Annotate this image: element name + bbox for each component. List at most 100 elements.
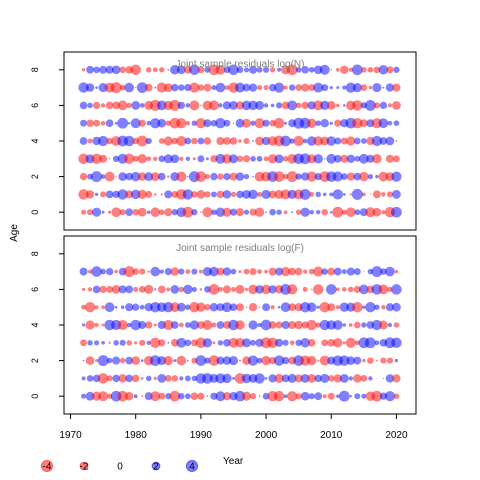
residual-bubble (371, 135, 383, 147)
residual-bubble (374, 340, 380, 346)
residual-bubble (235, 320, 245, 330)
residual-bubble (235, 172, 245, 181)
residual-bubble (185, 156, 191, 162)
residual-bubble (229, 303, 238, 312)
residual-bubble (170, 321, 179, 329)
residual-bubble (291, 211, 294, 214)
residual-bubble (125, 303, 134, 312)
residual-bubble (157, 172, 166, 181)
residual-bubble (393, 66, 400, 73)
residual-bubble (248, 189, 258, 200)
residual-bubble (365, 301, 376, 313)
residual-bubble (125, 356, 134, 365)
residual-bubble (126, 102, 132, 109)
residual-bubble (327, 375, 335, 382)
residual-bubble (99, 154, 108, 163)
residual-bubble (144, 284, 154, 295)
residual-bubble (242, 118, 251, 128)
panel-log-f: Joint sample residuals log(F) 0 2 4 6 8 1970… (30, 235, 417, 441)
residual-bubble (195, 355, 207, 366)
residual-bubble (138, 119, 146, 127)
residual-bubble (392, 101, 401, 110)
residual-bubble (137, 207, 147, 217)
residual-bubble (153, 156, 158, 161)
residual-bubble (99, 285, 107, 294)
residual-bubble (215, 82, 226, 93)
residual-bubble (84, 302, 96, 313)
residual-bubble (125, 285, 134, 294)
residual-bubble (248, 320, 258, 330)
residual-bubble (315, 322, 321, 328)
residual-bubble (160, 193, 163, 196)
residual-bubble (150, 391, 161, 402)
residual-bubble (326, 100, 336, 110)
residual-bubble (198, 269, 203, 274)
residual-bubble (258, 306, 261, 309)
residual-bubble (301, 66, 309, 74)
residual-bubble (258, 395, 261, 397)
residual-bubble (167, 341, 170, 344)
residual-bubble (79, 267, 88, 276)
residual-bubble (300, 355, 311, 366)
residual-bubble (223, 119, 231, 127)
residual-bubble (125, 190, 134, 199)
residual-bubble (385, 266, 395, 277)
residual-bubble (85, 83, 95, 92)
residual-bubble (147, 270, 150, 273)
residual-bubble (320, 136, 330, 146)
residual-bubble (94, 192, 99, 197)
residual-bubble (229, 137, 238, 145)
residual-bubble (87, 102, 93, 109)
residual-bubble (280, 302, 291, 313)
residual-bubble (299, 153, 311, 165)
residual-bubble (158, 155, 166, 163)
residual-bubble (202, 320, 213, 330)
residual-bubble (321, 84, 329, 92)
residual-bubble (149, 355, 161, 366)
residual-bubble (361, 322, 367, 328)
residual-bubble (243, 173, 250, 180)
x-tick-label: 1990 (190, 430, 213, 441)
residual-bubble (387, 322, 393, 328)
residual-bubble (202, 207, 213, 218)
residual-bubble (170, 338, 179, 347)
residual-bubble (313, 100, 324, 111)
residual-bubble (358, 153, 369, 164)
residual-bubble (250, 120, 256, 126)
residual-bubble (228, 64, 239, 76)
residual-bubble (319, 64, 330, 75)
residual-bubble (288, 303, 297, 312)
residual-bubble (112, 356, 121, 365)
residual-bubble (235, 118, 245, 128)
residual-bubble (78, 153, 89, 165)
residual-bubble (112, 155, 120, 163)
residual-bubble (384, 391, 396, 402)
residual-bubble (222, 101, 232, 110)
residual-bubble (381, 192, 386, 197)
residual-bubble (307, 355, 317, 366)
residual-bubble (319, 355, 330, 366)
residual-bubble (236, 155, 244, 163)
residual-bubble (223, 173, 231, 181)
residual-bubble (376, 378, 378, 379)
residual-bubble (100, 120, 106, 126)
residual-bubble (236, 190, 244, 199)
residual-bubble (156, 82, 167, 93)
residual-bubble (189, 320, 200, 330)
panel-log-n-y-axis: 0 2 4 6 8 (30, 67, 64, 215)
residual-bubble (125, 374, 133, 383)
residual-bubble (133, 394, 138, 399)
residual-bubble (380, 357, 387, 364)
residual-bubble (385, 83, 395, 92)
residual-bubble (306, 319, 317, 331)
residual-bubble (146, 120, 152, 126)
residual-bubble (256, 357, 263, 364)
residual-bubble (242, 83, 251, 92)
residual-bubble (139, 103, 145, 108)
residual-bubble (335, 67, 340, 72)
residual-bubble (324, 158, 326, 160)
residual-bubble (391, 206, 402, 218)
residual-bubble (204, 304, 211, 311)
residual-bubble (382, 377, 384, 379)
residual-bubble (125, 172, 133, 181)
